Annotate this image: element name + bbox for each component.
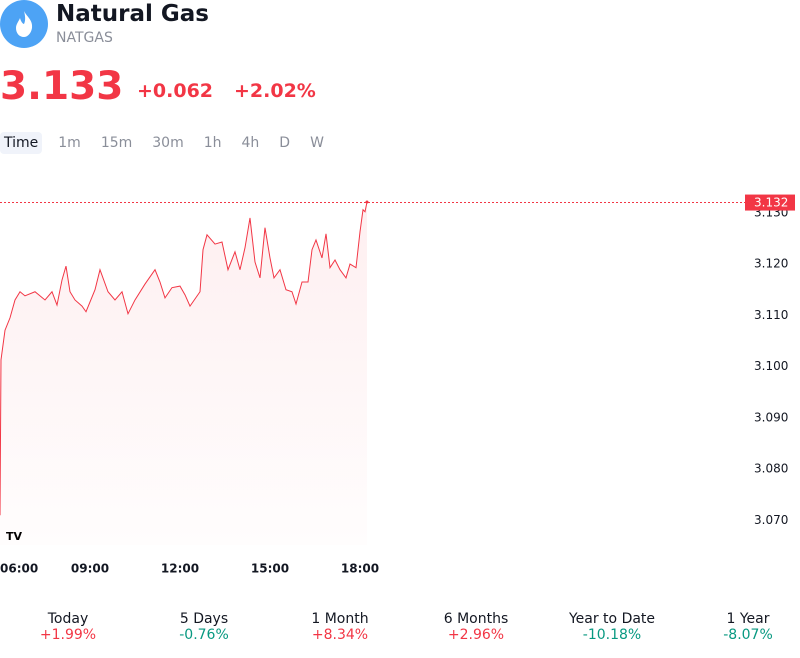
price-change-percent: +2.02% bbox=[234, 80, 316, 102]
performance-change: +1.99% bbox=[39, 627, 97, 643]
performance-change: -0.76% bbox=[179, 627, 229, 643]
performance-period: 6 Months bbox=[443, 611, 509, 627]
interval-button[interactable]: Time bbox=[0, 132, 43, 154]
performance-period: Today bbox=[47, 611, 89, 627]
performance-item[interactable]: 1 Year -8.07% bbox=[680, 611, 800, 643]
x-tick-label: 09:00 bbox=[71, 562, 109, 576]
x-tick-label: 12:00 bbox=[161, 562, 199, 576]
y-tick-label: 3.070 bbox=[754, 513, 788, 527]
price-change: +0.062 bbox=[137, 80, 214, 102]
y-tick-label: 3.080 bbox=[754, 462, 788, 476]
interval-button[interactable]: 30m bbox=[152, 135, 184, 151]
performance-item[interactable]: Today +1.99% bbox=[0, 611, 136, 643]
performance-item[interactable]: 5 Days -0.76% bbox=[136, 611, 272, 643]
instrument-symbol: NATGAS bbox=[56, 30, 113, 46]
performance-item[interactable]: 1 Month +8.34% bbox=[272, 611, 408, 643]
interval-button[interactable]: 1m bbox=[58, 135, 81, 151]
interval-button[interactable]: W bbox=[310, 135, 324, 151]
interval-bar: Time 1m 15m 30m 1h 4h D W bbox=[0, 132, 340, 154]
y-tick-label: 3.100 bbox=[754, 359, 788, 373]
interval-button[interactable]: 15m bbox=[100, 135, 133, 151]
performance-period: 5 Days bbox=[179, 611, 229, 627]
performance-row: Today +1.99% 5 Days -0.76% 1 Month +8.34% 6 Mo… bbox=[0, 611, 800, 643]
performance-period: Year to Date bbox=[568, 611, 656, 627]
performance-change: -8.07% bbox=[723, 627, 773, 643]
instrument-name: Natural Gas bbox=[56, 1, 209, 27]
performance-period: 1 Month bbox=[311, 611, 369, 627]
y-tick-label: 3.120 bbox=[754, 257, 788, 271]
last-price-box bbox=[745, 194, 795, 211]
y-tick-label: 3.090 bbox=[754, 410, 788, 424]
last-price-label: 3.132 bbox=[754, 196, 788, 210]
interval-button[interactable]: 4h bbox=[241, 135, 260, 151]
performance-change: +8.34% bbox=[311, 627, 369, 643]
chart: TV 3.0703.0803.0903.1003.1103.1203.13006… bbox=[0, 194, 795, 576]
x-tick-label: 15:00 bbox=[251, 562, 289, 576]
performance-item[interactable]: 6 Months +2.96% bbox=[408, 611, 544, 643]
last-point bbox=[365, 200, 369, 204]
price: 3.133 bbox=[0, 64, 124, 109]
interval-button[interactable]: D bbox=[279, 135, 291, 151]
performance-change: +2.96% bbox=[447, 627, 505, 643]
performance-change: -10.18% bbox=[582, 627, 642, 643]
performance-period: 1 Year bbox=[726, 611, 770, 627]
line bbox=[0, 201, 368, 516]
x-tick-label: 06:00 bbox=[0, 562, 38, 576]
logo bbox=[0, 0, 48, 48]
performance-item[interactable]: Year to Date -10.18% bbox=[544, 611, 680, 643]
area bbox=[0, 202, 367, 545]
x-tick-label: 18:00 bbox=[341, 562, 379, 576]
y-tick-label: 3.110 bbox=[754, 308, 788, 322]
interval-button[interactable]: 1h bbox=[203, 135, 222, 151]
